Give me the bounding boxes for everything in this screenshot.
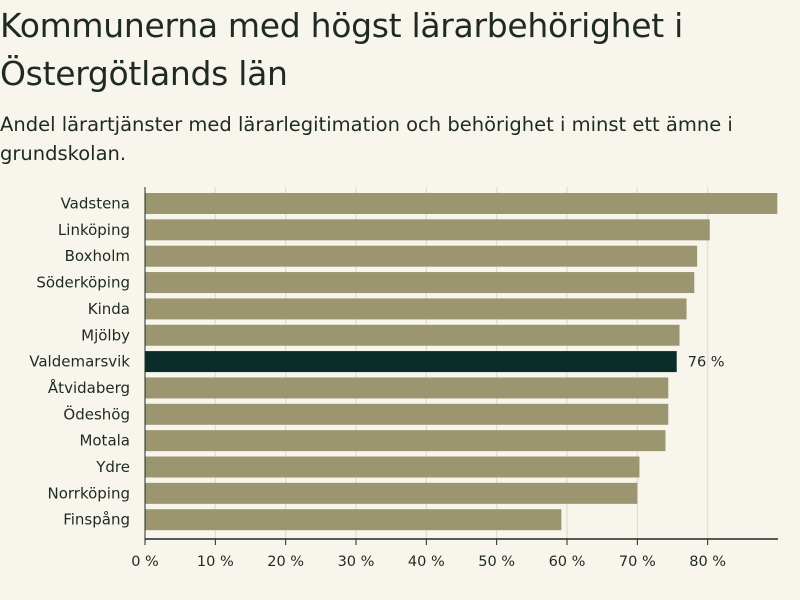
category-label: Valdemarsvik [29, 353, 130, 371]
bar-6 [145, 351, 677, 373]
bar-9 [145, 430, 666, 452]
x-tick-label: 80 % [689, 554, 726, 570]
bar-10 [145, 456, 640, 478]
x-tick-label: 20 % [267, 554, 304, 570]
x-tick-labels: 0 % 10 % 20 % 30 % 40 % 50 % 60 % 70 % 80 % [131, 554, 726, 570]
x-tick-label: 50 % [478, 554, 515, 570]
x-tick-label: 30 % [338, 554, 375, 570]
bars [145, 193, 778, 531]
category-label: Norrköping [47, 484, 130, 502]
bar-0 [145, 193, 778, 214]
bar-2 [145, 245, 698, 267]
category-label: Vadstena [61, 195, 130, 213]
x-tick-label: 40 % [408, 554, 445, 570]
category-label: Motala [79, 432, 130, 450]
x-tick-label: 70 % [619, 554, 656, 570]
bar-4 [145, 298, 687, 320]
bar-1 [145, 219, 710, 241]
category-label: Mjölby [81, 326, 130, 344]
data-label: 76 % [688, 355, 725, 371]
category-label: Söderköping [36, 274, 130, 292]
category-label: Åtvidaberg [48, 378, 130, 397]
bar-11 [145, 482, 638, 504]
chart-title: Kommunerna med högst lärarbehörighet i Ö… [0, 6, 683, 93]
bar-3 [145, 272, 695, 294]
category-labels: Vadstena Linköping Boxholm Söderköping Kinda… [29, 195, 130, 529]
category-label: Linköping [58, 221, 130, 239]
bar-5 [145, 324, 680, 346]
x-tick-label: 10 % [197, 554, 234, 570]
category-label: Finspång [63, 511, 130, 529]
category-label: Ydre [95, 458, 130, 476]
chart-subtitle: Andel lärartjänster med lärarlegitimatio… [0, 113, 733, 165]
x-tick-label: 60 % [549, 554, 586, 570]
category-label: Kinda [88, 300, 130, 318]
x-tick-label: 0 % [131, 554, 159, 570]
data-labels: 76 % [688, 355, 725, 371]
bar-8 [145, 403, 669, 425]
category-label: Ödeshög [63, 404, 130, 423]
bar-12 [145, 509, 562, 531]
category-label: Boxholm [65, 247, 130, 265]
x-axis [144, 187, 778, 545]
bar-7 [145, 377, 669, 399]
